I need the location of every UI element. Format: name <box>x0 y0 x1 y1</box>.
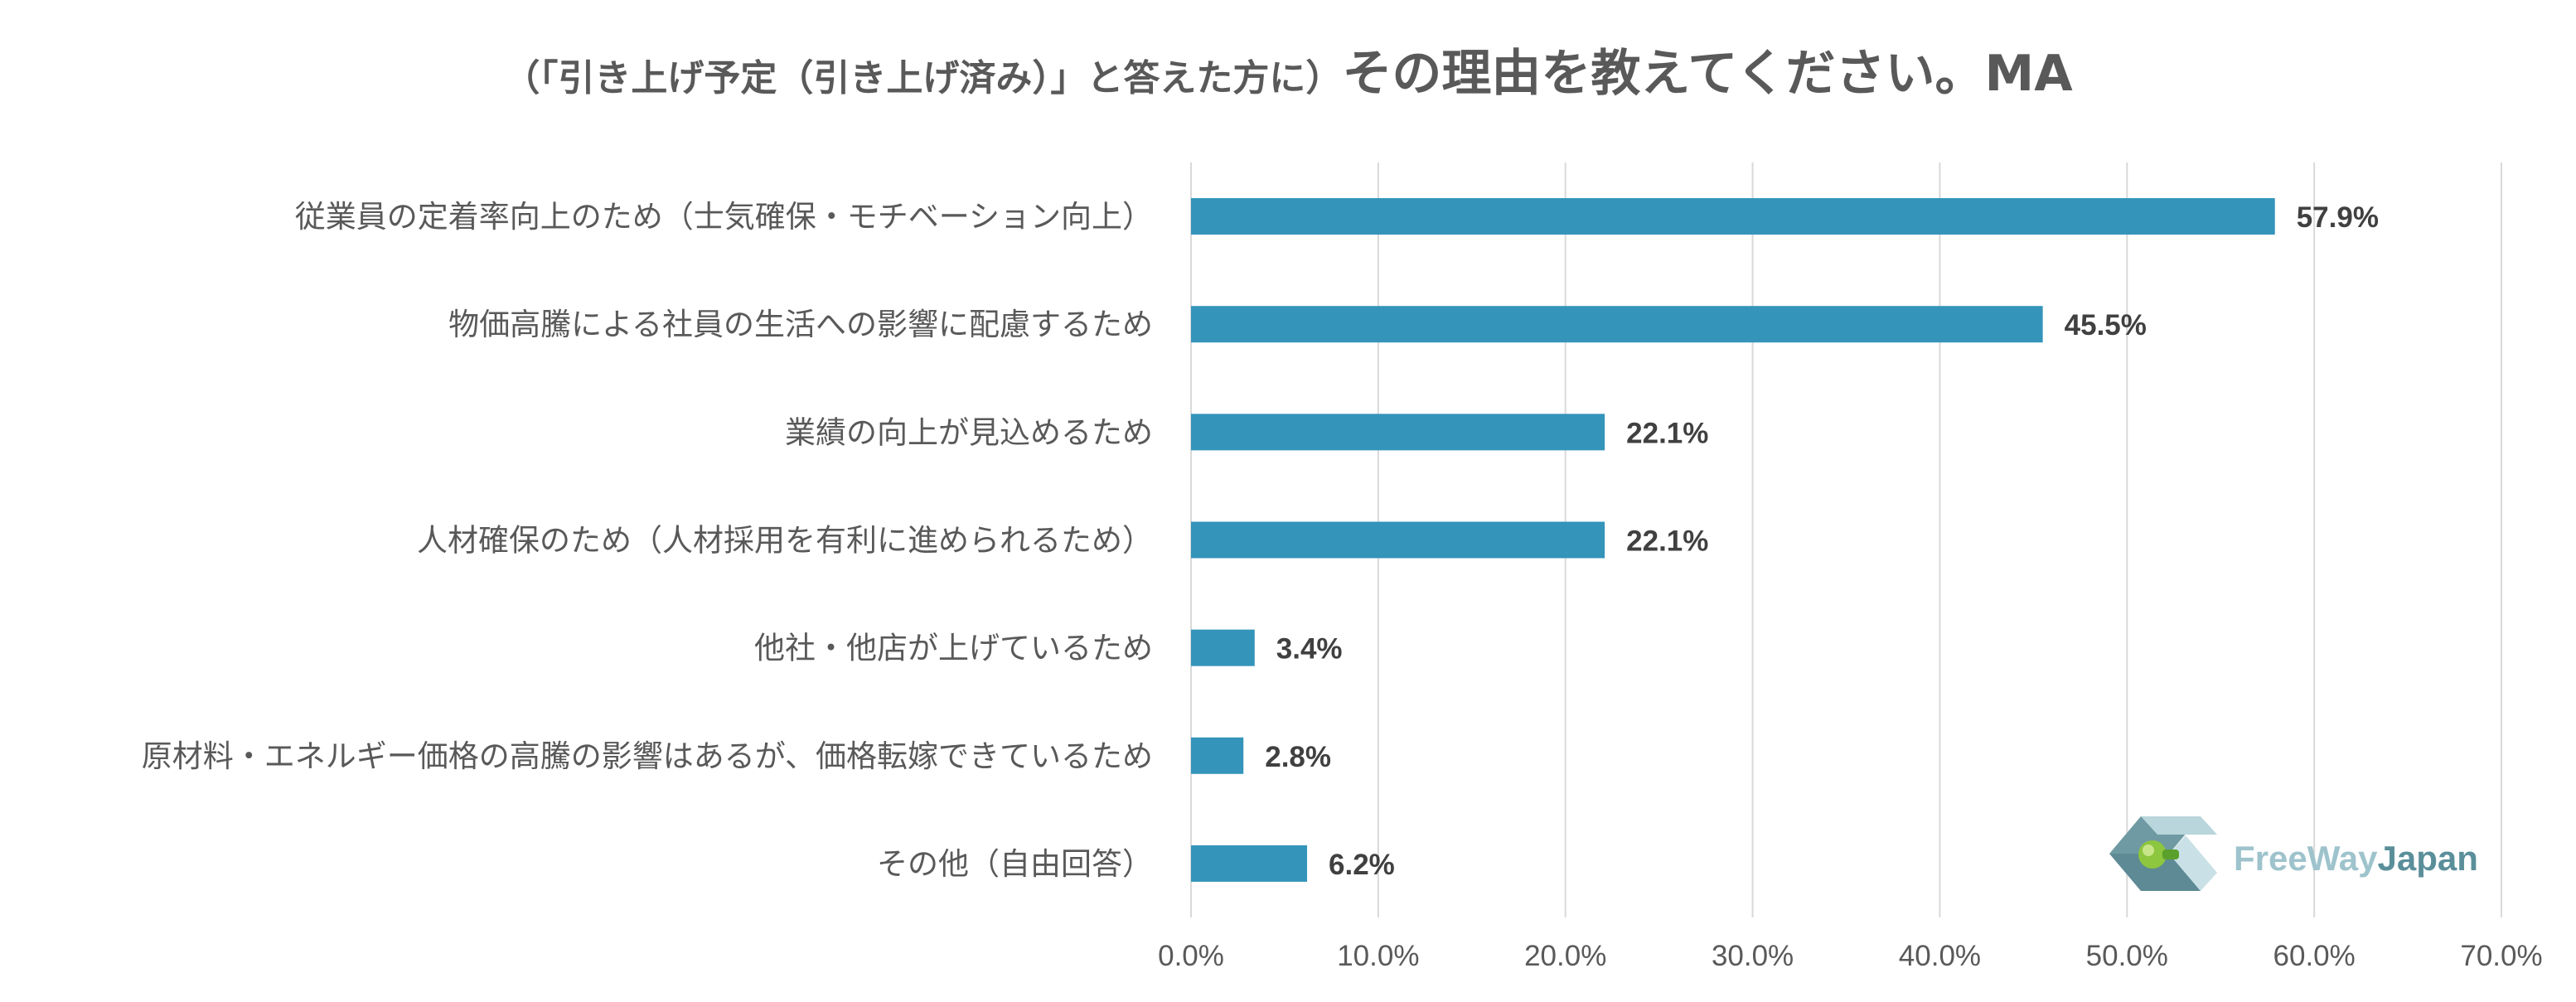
logo-text-freeway: FreeWay <box>2234 839 2378 878</box>
logo-text-japan: Japan <box>2377 839 2478 878</box>
category-label: 業績の向上が見込めるため <box>785 414 1153 450</box>
x-axis-tick-labels: 0.0% 10.0% 20.0% 30.0% 40.0% 50.0% 60.0% 70.0% <box>1158 940 2543 972</box>
category-labels: 従業員の定着率向上のため（士気確保・モチベーション向上） 物価高騰による社員の生活… <box>142 199 1153 882</box>
data-label: 57.9% <box>2297 201 2379 234</box>
x-tick-label: 70.0% <box>2460 940 2542 972</box>
x-tick-label: 40.0% <box>1899 940 1981 972</box>
category-label: 他社・他店が上げているため <box>754 631 1153 666</box>
bar <box>1191 737 1244 774</box>
category-label: その他（自由回答） <box>877 846 1153 882</box>
bar <box>1191 198 2275 235</box>
x-tick-label: 0.0% <box>1158 940 1224 972</box>
freewayjapan-logo <box>2101 808 2499 908</box>
category-label: 物価高騰による社員の生活への影響に配慮するため <box>448 307 1153 342</box>
category-label: 原材料・エネルギー価格の高騰の影響はあるが、価格転嫁できているため <box>142 738 1153 774</box>
x-tick-label: 20.0% <box>1524 940 1606 972</box>
bar <box>1191 845 1308 882</box>
chart-title-main: その理由を教えてください。MA <box>1342 45 2073 103</box>
x-tick-label: 50.0% <box>2086 940 2168 972</box>
x-tick-label: 10.0% <box>1337 940 1419 972</box>
x-tick-label: 60.0% <box>2273 940 2356 972</box>
category-label: 従業員の定着率向上のため（士気確保・モチベーション向上） <box>295 199 1153 235</box>
chart-title-prefix: （「引き上げ予定（引き上げ済み）」と答えた方に） <box>503 57 1343 99</box>
value-labels: 57.9% 45.5% 22.1% 22.1% 3.4% 2.8% 6.2% <box>1265 201 2379 881</box>
data-label: 22.1% <box>1626 525 1708 558</box>
x-tick-label: 30.0% <box>1712 940 1794 972</box>
chart-title: （「引き上げ予定（引き上げ済み）」と答えた方に）その理由を教えてください。MA <box>0 33 2576 105</box>
data-label: 2.8% <box>1265 741 1331 773</box>
bar <box>1191 629 1255 666</box>
category-label: 人材確保のため（人材採用を有利に進められるため） <box>417 523 1153 559</box>
bars <box>1191 198 2275 882</box>
data-label: 22.1% <box>1626 417 1708 449</box>
bar <box>1191 306 2043 343</box>
bar <box>1191 521 1605 559</box>
logo-mark-icon <box>2109 816 2217 891</box>
data-label: 45.5% <box>2065 309 2147 341</box>
data-label: 6.2% <box>1329 849 1395 881</box>
bar <box>1191 414 1605 451</box>
data-label: 3.4% <box>1276 633 1343 666</box>
logo-text: FreeWayJapan <box>2234 839 2478 879</box>
